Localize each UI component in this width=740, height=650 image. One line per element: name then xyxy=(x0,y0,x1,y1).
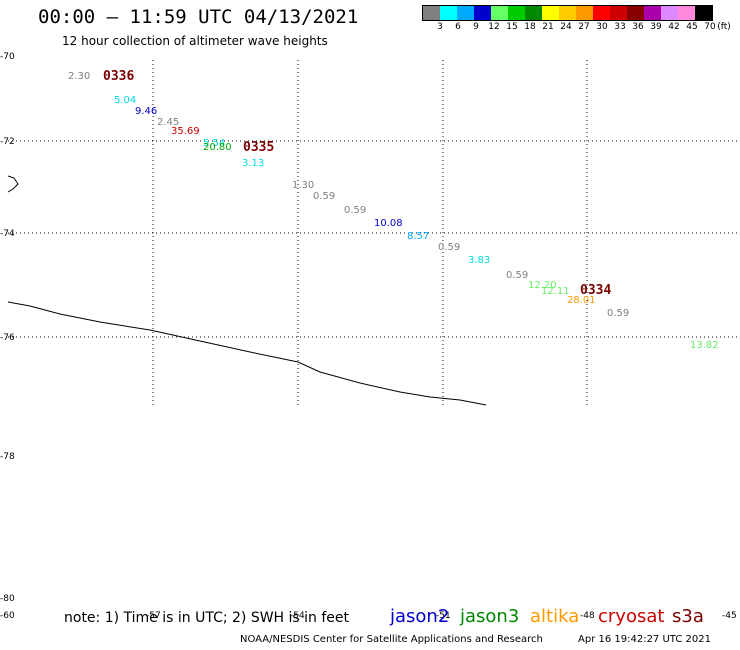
lat-label: -78 xyxy=(0,452,15,462)
colorbar-unit-label: (ft) xyxy=(717,22,731,32)
swh-observation: 35.69 xyxy=(171,126,200,137)
swh-observation: 8.57 xyxy=(407,231,429,242)
colorbar-swatch xyxy=(593,6,610,20)
lat-label: -76 xyxy=(0,333,15,343)
colorbar-swatch xyxy=(678,6,695,20)
colorbar-swatch xyxy=(644,6,661,20)
lat-label: -72 xyxy=(0,137,15,147)
colorbar-swatch xyxy=(440,6,457,20)
generation-timestamp: Apr 16 19:42:27 UTC 2021 xyxy=(578,634,711,645)
colorbar-swatch xyxy=(576,6,593,20)
swh-observation: 3.13 xyxy=(242,158,264,169)
graticule xyxy=(8,60,740,405)
island-outline xyxy=(7,175,19,193)
colorbar-tick-label: 30 xyxy=(596,22,608,32)
colorbar-tick-label: 45 xyxy=(686,22,698,32)
colorbar-tick-label: 33 xyxy=(614,22,626,32)
pass-label: 0336 xyxy=(103,69,134,84)
footer-note: note: 1) Time is in UTC; 2) SWH is in fe… xyxy=(64,610,350,626)
swh-observation: 5.54 xyxy=(203,138,225,149)
colorbar-swatch xyxy=(627,6,644,20)
colorbar-swatch xyxy=(457,6,474,20)
swh-observation: 0.59 xyxy=(313,191,335,202)
wave-height-colorbar xyxy=(422,5,713,21)
swh-observation: 0.59 xyxy=(344,205,366,216)
colorbar-labels: 3 6 9 12 15 18 21 24 27 30 33 36 39 42 45 70 (ft) xyxy=(422,22,732,36)
lon-label: -54 xyxy=(290,611,305,621)
colorbar-tick-label: 21 xyxy=(542,22,554,32)
colorbar-swatch xyxy=(695,6,712,20)
swh-observation: 0.59 xyxy=(607,308,629,319)
swh-observation: 2.45 xyxy=(157,117,179,128)
lat-label: -74 xyxy=(0,229,15,239)
colorbar-swatch xyxy=(423,6,440,20)
page-subtitle: 12 hour collection of altimeter wave hei… xyxy=(62,34,328,48)
colorbar-swatch xyxy=(542,6,559,20)
swh-observation: 3.83 xyxy=(468,255,490,266)
colorbar-tick-label: 39 xyxy=(650,22,662,32)
coastline xyxy=(7,301,487,406)
swh-observation: 12.11 xyxy=(541,286,570,297)
swh-observation: 20.80 xyxy=(203,142,232,153)
colorbar-tick-label: 6 xyxy=(455,22,461,32)
colorbar-swatch xyxy=(491,6,508,20)
colorbar-tick-label: 15 xyxy=(506,22,518,32)
colorbar-tick-label: 70 xyxy=(704,22,716,32)
satellite-legend-jason2: jason2 xyxy=(390,606,450,627)
swh-observation: 9.46 xyxy=(135,106,157,117)
satellite-legend-altika: altika xyxy=(530,606,580,627)
swh-observation: 0.59 xyxy=(438,242,460,253)
colorbar-tick-label: 3 xyxy=(437,22,443,32)
lon-label: -45 xyxy=(722,611,737,621)
colorbar-swatch xyxy=(661,6,678,20)
colorbar-tick-label: 36 xyxy=(632,22,644,32)
swh-observation: 10.08 xyxy=(374,218,403,229)
lon-label: -57 xyxy=(146,611,161,621)
colorbar-tick-label: 9 xyxy=(473,22,479,32)
swh-observation: 0.59 xyxy=(506,270,528,281)
lat-label: -80 xyxy=(0,594,15,604)
swh-observation: 2.30 xyxy=(68,71,90,82)
swh-observation: 5.04 xyxy=(114,95,136,106)
lon-label: -60 xyxy=(0,611,15,621)
pass-label: 0335 xyxy=(243,140,274,155)
satellite-legend-jason3: jason3 xyxy=(460,606,520,627)
lon-label: -48 xyxy=(580,611,595,621)
satellite-legend-cryosat: cryosat xyxy=(598,606,665,627)
colorbar-swatch xyxy=(474,6,491,20)
satellite-legend-s3a: s3a xyxy=(672,606,704,627)
credit-line: NOAA/NESDIS Center for Satellite Applica… xyxy=(240,634,543,645)
colorbar-swatch xyxy=(559,6,576,20)
lon-label: -51 xyxy=(436,611,451,621)
page-title: 00:00 – 11:59 UTC 04/13/2021 xyxy=(38,6,359,28)
colorbar-tick-label: 18 xyxy=(524,22,536,32)
colorbar-swatch xyxy=(610,6,627,20)
lat-label: -70 xyxy=(0,52,15,62)
swh-observation: 1.30 xyxy=(292,180,314,191)
colorbar-tick-label: 42 xyxy=(668,22,680,32)
swh-observation: 12.20 xyxy=(528,280,557,291)
pass-label: 0334 xyxy=(580,283,611,298)
colorbar-tick-label: 12 xyxy=(488,22,500,32)
colorbar-tick-label: 27 xyxy=(578,22,590,32)
colorbar-tick-label: 24 xyxy=(560,22,572,32)
swh-observation: 13.82 xyxy=(690,340,719,351)
swh-observation: 28.01 xyxy=(567,295,596,306)
colorbar-swatch xyxy=(525,6,542,20)
colorbar-swatch xyxy=(508,6,525,20)
